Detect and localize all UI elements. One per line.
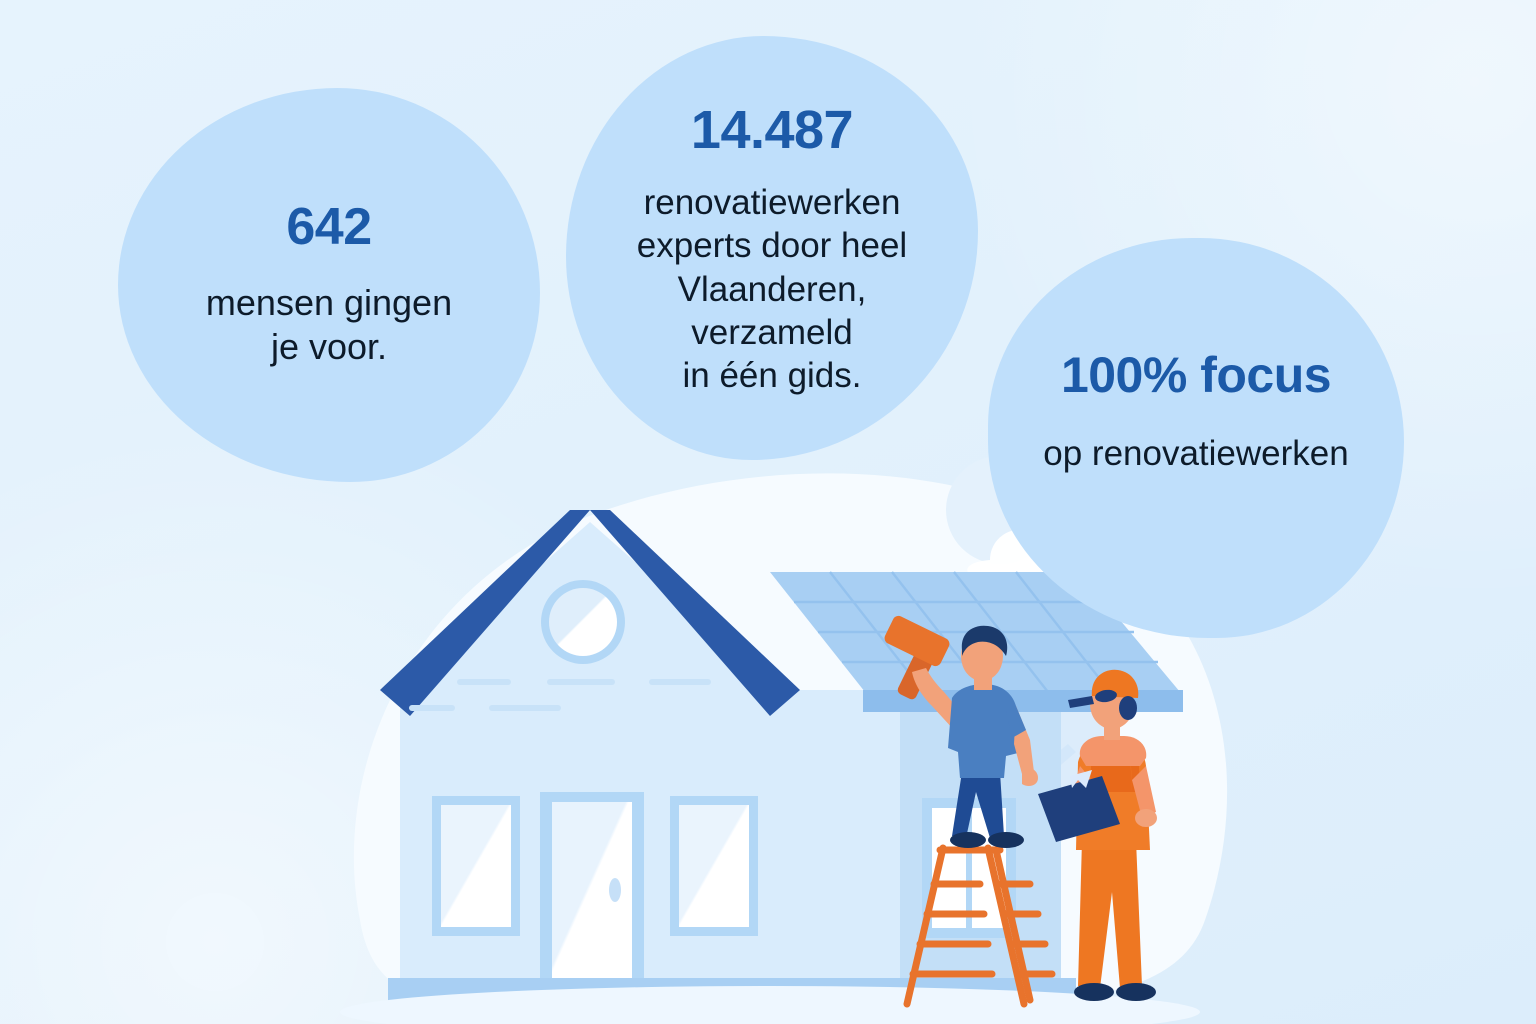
stat-caption: mensen gingen je voor.: [205, 281, 453, 368]
window-right: [670, 796, 758, 936]
ground-shadow: [340, 986, 1200, 1024]
stat-bubble-14487: 14.487 renovatiewerken experts door heel…: [566, 36, 978, 460]
stat-caption: op renovatiewerken: [1043, 433, 1349, 473]
worker-with-hammer: [884, 615, 1038, 848]
stat-number: 14.487: [690, 100, 854, 161]
step-ladder: [903, 844, 1056, 1008]
stat-number: 642: [286, 198, 372, 257]
stat-number: 100% focus: [1060, 347, 1332, 404]
round-window: [541, 580, 625, 664]
roof-edge: [380, 510, 800, 716]
bubble-shape: [118, 88, 540, 482]
bubble-shape: [566, 36, 978, 460]
clipboard-icon: [1038, 770, 1120, 842]
bubble-shape: [988, 238, 1404, 638]
window-left: [432, 796, 520, 936]
stat-caption: renovatiewerken experts door heel Vlaand…: [636, 182, 908, 396]
stat-bubble-642: 642 mensen gingen je voor.: [118, 88, 540, 482]
siding-lines: [409, 679, 711, 711]
front-door: [540, 792, 644, 980]
stat-bubble-focus: 100% focus op renovatiewerken: [988, 238, 1404, 638]
worker-shirt: [948, 684, 1022, 778]
hammer-icon: [884, 615, 950, 700]
worker-with-clipboard: [1038, 669, 1157, 1001]
house-renovation-illustration: [300, 400, 1260, 1024]
